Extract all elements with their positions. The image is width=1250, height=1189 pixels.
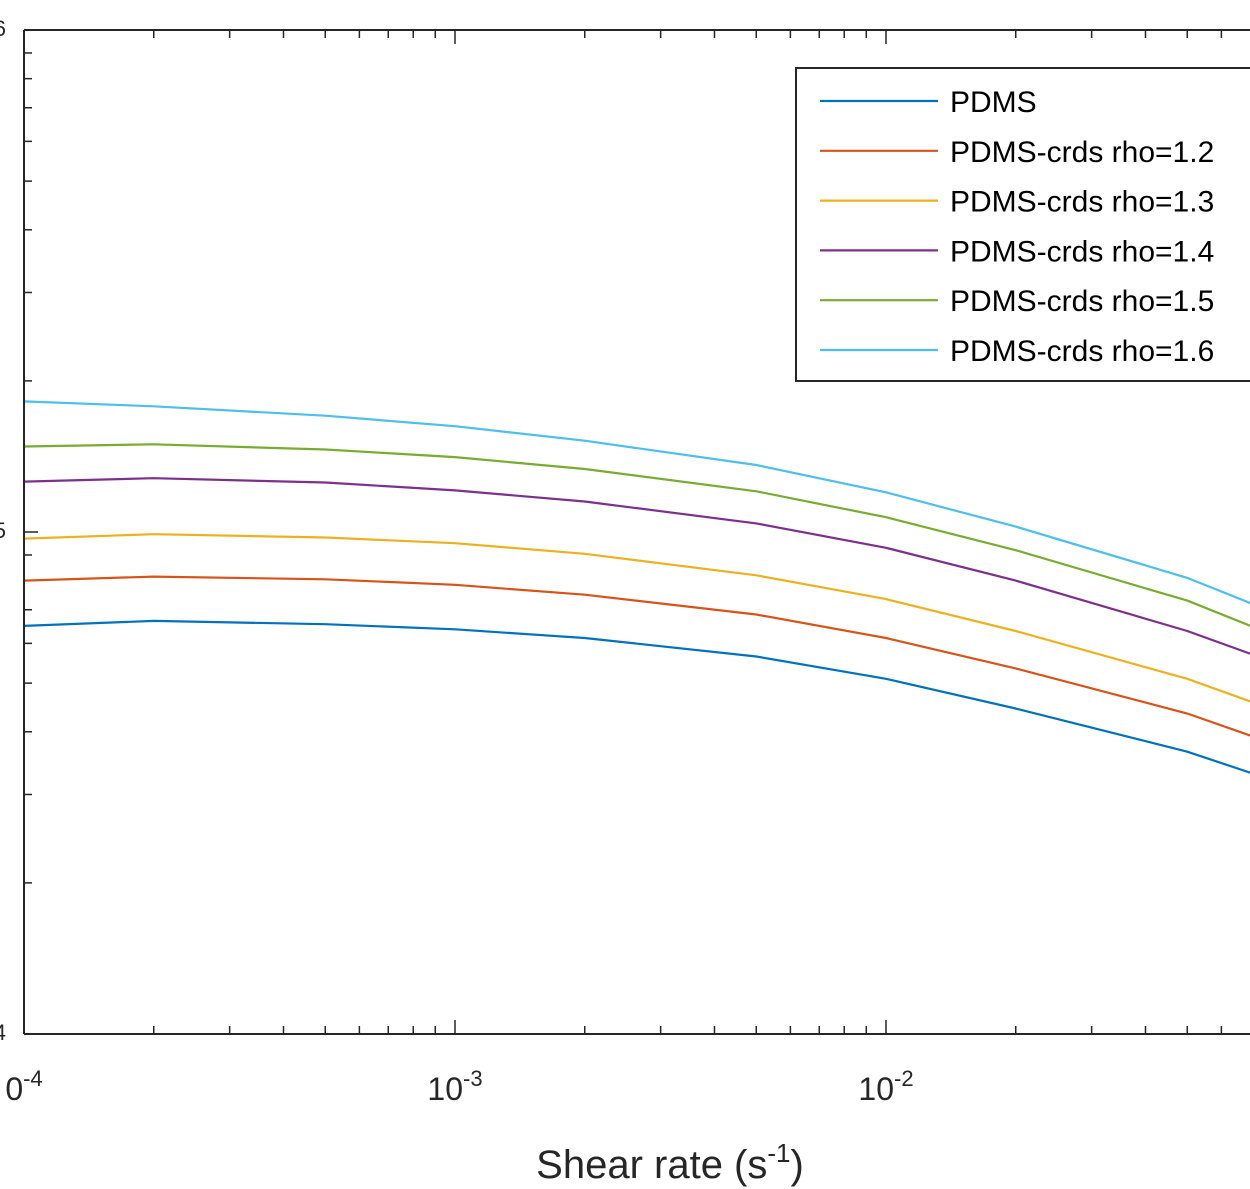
series-line-5 bbox=[23, 443, 1250, 627]
y-tick-label: 5 bbox=[0, 518, 6, 543]
series-line-3 bbox=[23, 533, 1250, 703]
x-tick-base: 10 bbox=[427, 1071, 463, 1107]
x-tick-exponent: -2 bbox=[894, 1066, 914, 1091]
x-label-exponent: -1 bbox=[767, 1138, 790, 1168]
series-line-2 bbox=[23, 575, 1250, 737]
legend-label-6: PDMS-crds rho=1.6 bbox=[950, 335, 1214, 368]
series-line-4 bbox=[23, 477, 1250, 655]
x-tick-label: 0-4 bbox=[5, 1066, 42, 1107]
x-tick-label: 10-3 bbox=[427, 1066, 482, 1107]
legend-box bbox=[795, 67, 1250, 382]
legend: PDMS PDMS-crds rho=1.2 PDMS-crds rho=1.3 PD… bbox=[795, 67, 1250, 382]
legend-label-3: PDMS-crds rho=1.3 bbox=[950, 186, 1214, 219]
x-axis-label: Shear rate (s-1) bbox=[536, 1138, 804, 1187]
axis-ticks bbox=[23, 29, 1223, 1035]
tick-labels: 0-410-310-2654 bbox=[0, 16, 914, 1107]
legend-label-1: PDMS bbox=[950, 86, 1037, 119]
x-tick-exponent: -3 bbox=[463, 1066, 483, 1091]
x-tick-base: 10 bbox=[858, 1071, 894, 1107]
x-tick-label: 10-2 bbox=[858, 1066, 913, 1107]
x-tick-base: 0 bbox=[5, 1071, 23, 1107]
series-line-1 bbox=[23, 619, 1250, 774]
legend-label-4: PDMS-crds rho=1.4 bbox=[950, 235, 1214, 268]
legend-label-5: PDMS-crds rho=1.5 bbox=[950, 285, 1214, 318]
x-tick-exponent: -4 bbox=[23, 1066, 43, 1091]
x-label-base: Shear rate (s bbox=[536, 1143, 767, 1187]
y-tick-label: 4 bbox=[0, 1020, 6, 1045]
y-tick-label: 6 bbox=[0, 16, 6, 41]
legend-label-2: PDMS-crds rho=1.2 bbox=[950, 136, 1214, 169]
x-label-suffix: ) bbox=[791, 1143, 804, 1187]
series-line-6 bbox=[23, 400, 1250, 605]
axes-frame bbox=[23, 29, 1250, 1035]
series-layer bbox=[23, 400, 1250, 774]
